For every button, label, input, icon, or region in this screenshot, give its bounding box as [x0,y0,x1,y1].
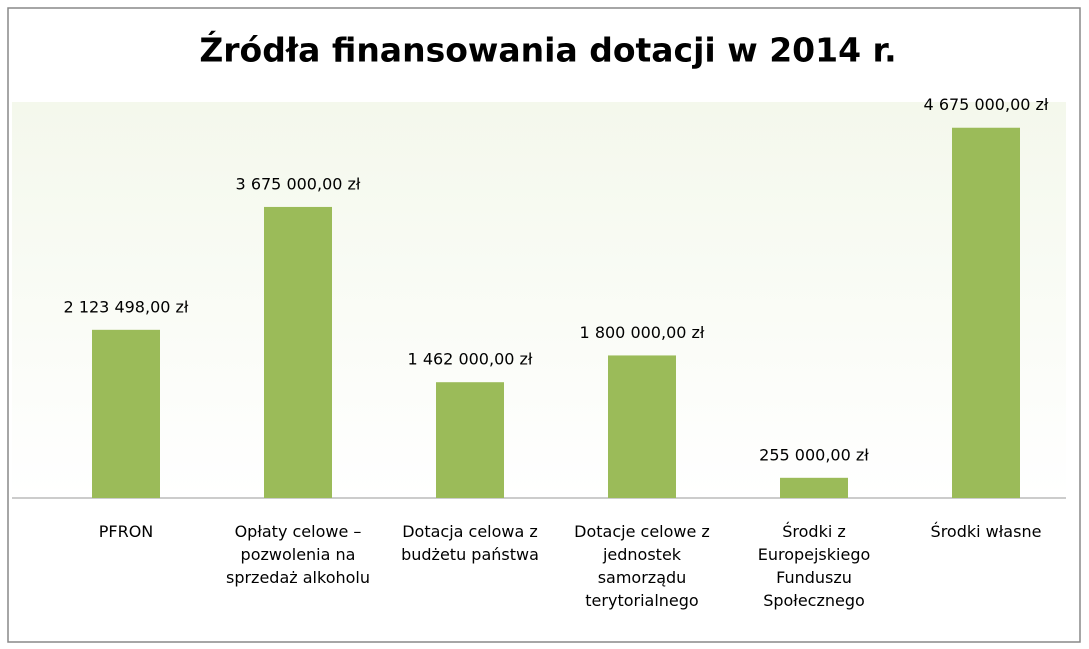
x-tick-label: Dotacje celowe z jednostek samorządu ter… [574,522,710,610]
chart-title: Źródła finansowania dotacji w 2014 r. [199,30,896,70]
data-label: 4 675 000,00 zł [924,95,1049,114]
data-label: 2 123 498,00 zł [64,297,189,316]
bar [92,329,160,498]
bar [264,206,332,498]
bar [952,127,1020,499]
data-label: 3 675 000,00 zł [236,174,361,193]
x-tick-label: PFRON [98,522,154,541]
x-tick-label: Środki własne [930,522,1042,541]
x-tick-label: Środki z Europejskiego Funduszu Społeczn… [757,522,871,610]
bar [436,382,504,498]
data-label: 1 462 000,00 zł [408,350,533,369]
bar [780,477,848,498]
bar [608,355,676,498]
data-label: 255 000,00 zł [759,445,869,464]
data-label: 1 800 000,00 zł [580,323,705,342]
x-tick-label: Dotacja celowa z budżetu państwa [401,522,539,564]
plot-area [12,102,1066,498]
x-tick-label: Opłaty celowe – pozwolenia na sprzedaż a… [225,522,370,587]
